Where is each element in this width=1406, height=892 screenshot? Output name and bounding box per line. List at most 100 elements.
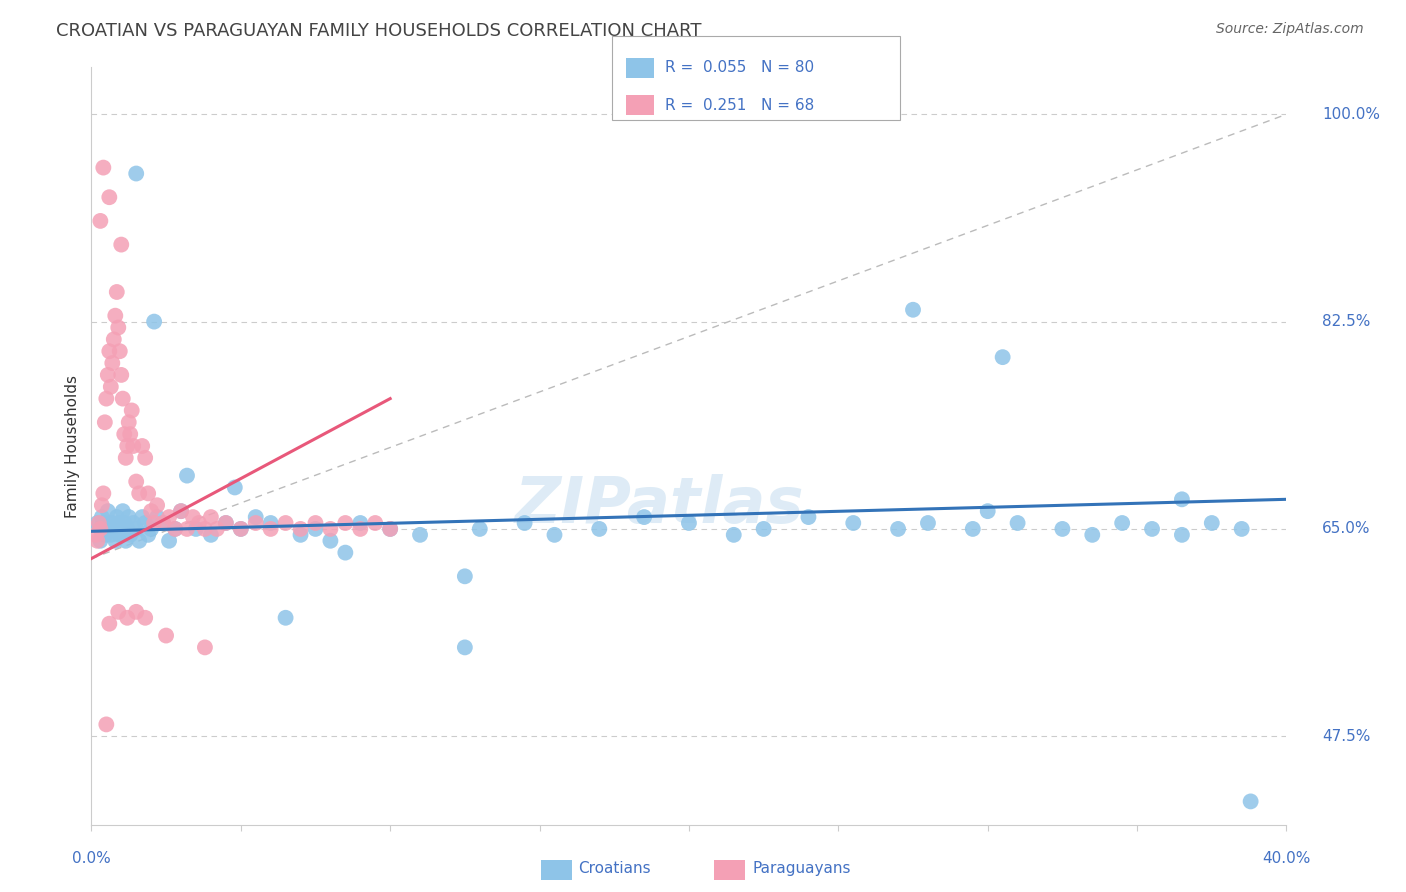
Point xyxy=(89,533,111,548)
Point xyxy=(89,214,111,228)
Point xyxy=(146,498,169,512)
Point xyxy=(86,516,108,530)
Point xyxy=(378,522,402,536)
Point xyxy=(110,522,132,536)
Point xyxy=(141,522,162,536)
Point xyxy=(378,522,402,536)
Point xyxy=(188,516,211,530)
Point xyxy=(205,522,228,536)
Point xyxy=(100,528,122,542)
Point xyxy=(125,522,148,536)
Point xyxy=(194,522,217,536)
Point xyxy=(134,611,156,625)
Point xyxy=(229,522,252,536)
Point xyxy=(290,528,312,542)
Point xyxy=(84,528,107,542)
Point xyxy=(111,504,134,518)
Point xyxy=(103,332,125,346)
Point xyxy=(468,522,491,536)
Text: ZIPatlas: ZIPatlas xyxy=(515,475,804,536)
Point xyxy=(115,611,138,625)
Point xyxy=(108,344,131,359)
Point xyxy=(797,510,820,524)
Point xyxy=(90,498,112,512)
Point xyxy=(125,605,148,619)
Point xyxy=(101,516,124,530)
Point xyxy=(200,528,222,542)
Point xyxy=(157,533,180,548)
Point xyxy=(245,510,267,524)
Text: 100.0%: 100.0% xyxy=(1323,107,1381,122)
Point xyxy=(364,516,387,530)
Point xyxy=(136,486,159,500)
Point xyxy=(752,522,775,536)
Point xyxy=(134,450,156,465)
Point xyxy=(89,522,111,536)
Point xyxy=(163,522,186,536)
Point xyxy=(120,528,142,542)
Point xyxy=(335,516,357,530)
Point xyxy=(98,190,121,204)
Text: Source: ZipAtlas.com: Source: ZipAtlas.com xyxy=(1216,22,1364,37)
Point xyxy=(274,611,297,625)
Point xyxy=(143,315,166,329)
Point xyxy=(1081,528,1104,542)
Point xyxy=(112,516,135,530)
Point xyxy=(194,640,217,655)
Point xyxy=(723,528,745,542)
Point xyxy=(107,516,129,530)
Point xyxy=(94,528,117,542)
Point xyxy=(215,516,238,530)
Point xyxy=(96,717,118,731)
Point xyxy=(111,392,134,406)
Point xyxy=(224,480,246,494)
Point xyxy=(125,475,148,489)
Point xyxy=(1171,528,1194,542)
Point xyxy=(245,516,267,530)
Point xyxy=(1171,492,1194,507)
Text: 47.5%: 47.5% xyxy=(1323,729,1371,744)
Point xyxy=(290,522,312,536)
Point xyxy=(1201,516,1223,530)
Text: 40.0%: 40.0% xyxy=(1263,851,1310,866)
Point xyxy=(112,427,135,442)
Point xyxy=(104,309,127,323)
Point xyxy=(107,605,129,619)
Point xyxy=(588,522,610,536)
Point xyxy=(110,237,132,252)
Point xyxy=(454,640,477,655)
Point xyxy=(122,439,145,453)
Point xyxy=(122,516,145,530)
Point xyxy=(152,516,174,530)
Point xyxy=(94,415,117,429)
Point xyxy=(98,522,121,536)
Point xyxy=(90,510,112,524)
Point xyxy=(842,516,865,530)
Point xyxy=(141,504,162,518)
Point xyxy=(229,522,252,536)
Point xyxy=(108,528,131,542)
Point xyxy=(134,516,156,530)
Point xyxy=(125,167,148,181)
Point xyxy=(87,516,110,530)
Point xyxy=(319,533,342,548)
Point xyxy=(1007,516,1029,530)
Point xyxy=(131,439,153,453)
Point xyxy=(1111,516,1133,530)
Point xyxy=(104,533,127,548)
Point xyxy=(184,522,207,536)
Point xyxy=(120,427,142,442)
Point xyxy=(887,522,910,536)
Point xyxy=(176,522,198,536)
Point xyxy=(1240,794,1263,808)
Point xyxy=(97,368,120,382)
Point xyxy=(152,516,174,530)
Text: Paraguayans: Paraguayans xyxy=(752,862,851,876)
Point xyxy=(917,516,939,530)
Point xyxy=(86,533,108,548)
Point xyxy=(114,533,136,548)
Point xyxy=(146,510,169,524)
Point xyxy=(105,285,128,299)
Point xyxy=(105,510,128,524)
Point xyxy=(349,522,371,536)
